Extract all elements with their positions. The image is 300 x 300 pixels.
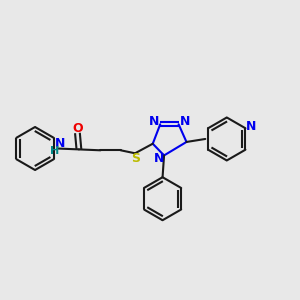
Text: N: N xyxy=(246,120,256,133)
Text: N: N xyxy=(154,152,164,165)
Text: N: N xyxy=(180,115,190,128)
Text: N: N xyxy=(148,115,159,128)
Text: S: S xyxy=(131,152,140,165)
Text: H: H xyxy=(50,146,59,157)
Text: O: O xyxy=(73,122,83,135)
Text: N: N xyxy=(55,136,66,150)
